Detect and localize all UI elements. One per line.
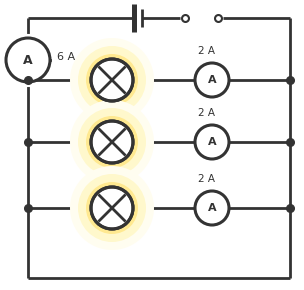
Circle shape <box>70 100 154 184</box>
Circle shape <box>91 59 133 101</box>
Circle shape <box>195 125 229 159</box>
Circle shape <box>6 38 50 82</box>
Circle shape <box>91 187 133 229</box>
Text: A: A <box>23 53 33 66</box>
Text: 6 A: 6 A <box>57 52 75 62</box>
Text: 2 A: 2 A <box>199 174 216 184</box>
Circle shape <box>70 38 154 122</box>
Text: 2 A: 2 A <box>199 108 216 118</box>
Circle shape <box>70 166 154 250</box>
Circle shape <box>91 121 133 163</box>
Circle shape <box>78 174 146 242</box>
Circle shape <box>91 121 133 163</box>
Circle shape <box>78 46 146 114</box>
Circle shape <box>86 182 138 234</box>
Text: 2 A: 2 A <box>199 46 216 56</box>
Text: A: A <box>208 137 216 147</box>
Circle shape <box>91 59 133 101</box>
Circle shape <box>78 108 146 176</box>
Text: A: A <box>208 75 216 85</box>
Circle shape <box>195 191 229 225</box>
Circle shape <box>86 116 138 168</box>
Text: A: A <box>208 203 216 213</box>
Circle shape <box>86 54 138 106</box>
Circle shape <box>195 63 229 97</box>
Circle shape <box>91 187 133 229</box>
